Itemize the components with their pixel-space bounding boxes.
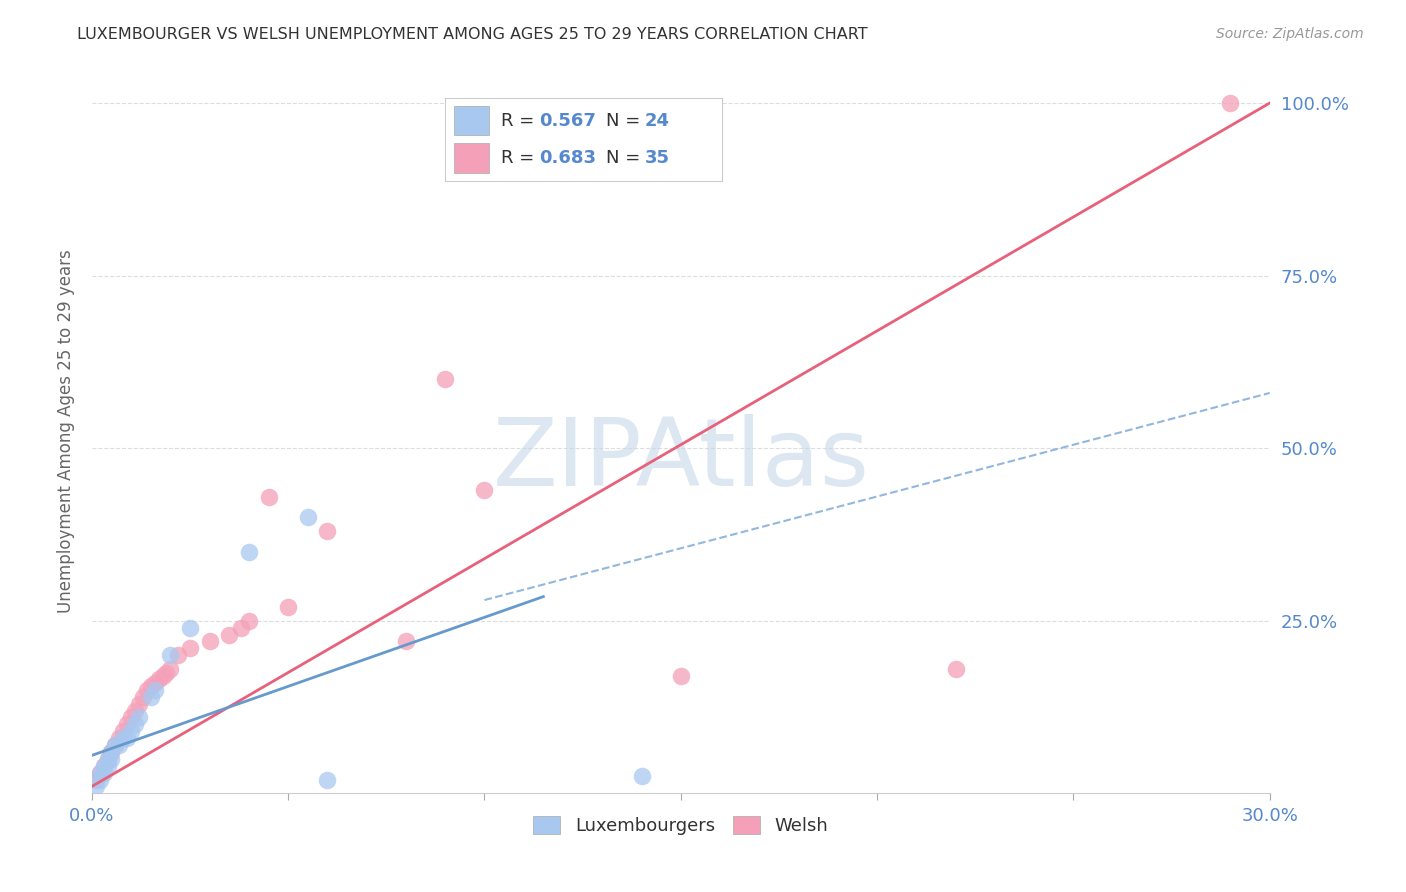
Point [277, 599, 299, 614]
Point [120, 710, 142, 724]
Text: Source: ZipAtlas.com: Source: ZipAtlas.com [1216, 27, 1364, 41]
Point [93, 758, 115, 772]
Legend: Luxembourgers, Welsh: Luxembourgers, Welsh [533, 815, 828, 835]
Text: LUXEMBOURGER VS WELSH UNEMPLOYMENT AMONG AGES 25 TO 29 YEARS CORRELATION CHART: LUXEMBOURGER VS WELSH UNEMPLOYMENT AMONG… [77, 27, 868, 42]
Point [155, 665, 177, 680]
Point [132, 690, 155, 704]
Point [100, 745, 122, 759]
Point [152, 669, 174, 683]
Point [139, 690, 162, 704]
Point [257, 490, 280, 504]
Point [96, 752, 118, 766]
Point [143, 682, 166, 697]
Text: ZIPAtlas: ZIPAtlas [492, 414, 869, 506]
Point [148, 673, 170, 687]
Point [179, 641, 201, 656]
Point [100, 745, 122, 759]
Point [112, 731, 135, 745]
Point [316, 772, 339, 787]
Point [124, 704, 146, 718]
Point [104, 738, 127, 752]
Point [179, 621, 201, 635]
Point [669, 669, 692, 683]
Point [297, 510, 319, 524]
Point [115, 717, 138, 731]
Point [96, 758, 118, 772]
Point [96, 752, 118, 766]
Point [108, 731, 131, 745]
Point [316, 524, 339, 538]
Point [238, 614, 260, 628]
Point [143, 676, 166, 690]
Point [89, 765, 111, 780]
Point [229, 621, 252, 635]
Point [128, 710, 150, 724]
Point [238, 545, 260, 559]
Point [100, 752, 122, 766]
Point [124, 717, 146, 731]
Point [89, 765, 111, 780]
Point [120, 724, 142, 739]
Point [89, 772, 111, 787]
Point [93, 758, 115, 772]
Point [128, 697, 150, 711]
Point [159, 648, 181, 663]
Point [135, 682, 157, 697]
Y-axis label: Unemployment Among Ages 25 to 29 years: Unemployment Among Ages 25 to 29 years [58, 249, 75, 613]
Point [945, 662, 967, 676]
Point [115, 731, 138, 745]
Point [84, 772, 107, 787]
Point [630, 769, 652, 783]
Point [198, 634, 221, 648]
Point [112, 724, 135, 739]
Point [108, 738, 131, 752]
Point [104, 738, 127, 752]
Point [159, 662, 181, 676]
Point [167, 648, 190, 663]
Point [474, 483, 496, 497]
Point [93, 765, 115, 780]
Point [139, 679, 162, 693]
Point [84, 780, 107, 794]
Point [434, 372, 457, 386]
Point [218, 627, 240, 641]
Point [395, 634, 418, 648]
Point [1219, 96, 1241, 111]
